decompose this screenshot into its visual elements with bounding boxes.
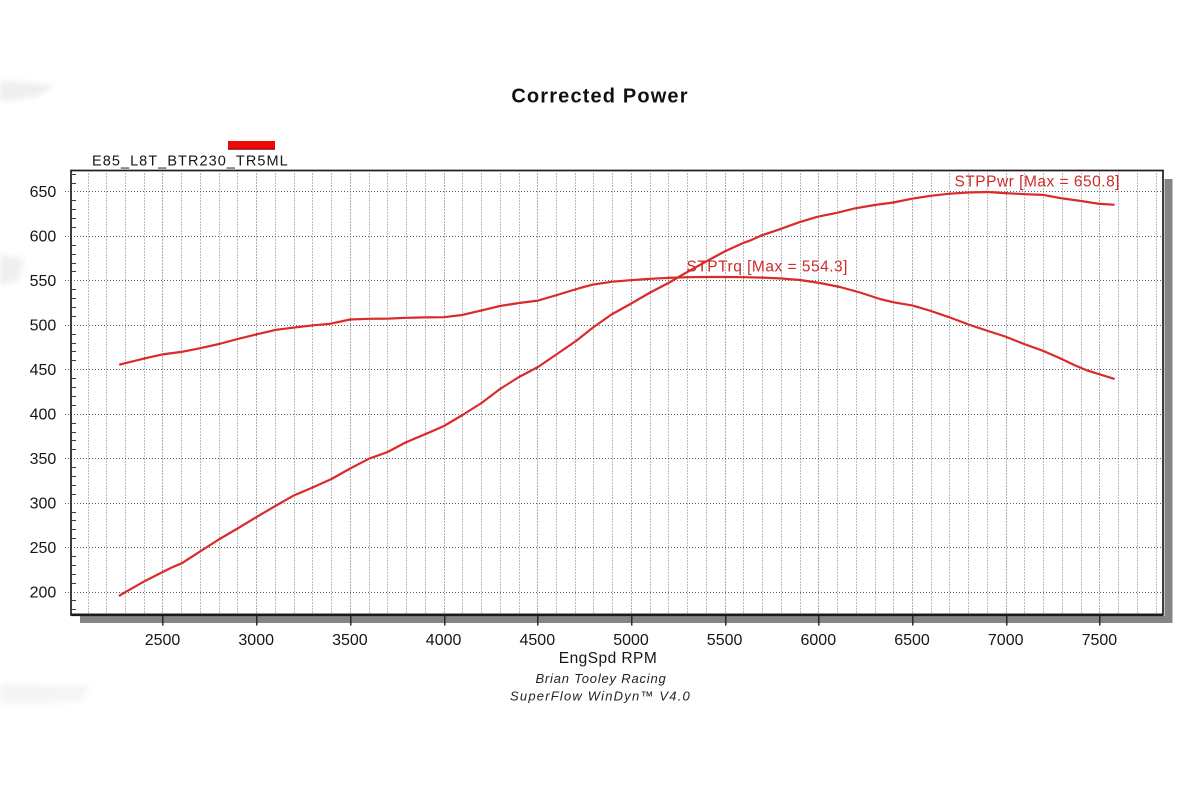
svg-text:Brian Tooley Racing: Brian Tooley Racing [535, 671, 666, 686]
svg-text:7500: 7500 [1082, 632, 1118, 649]
svg-text:4000: 4000 [426, 632, 462, 649]
svg-text:5500: 5500 [707, 632, 743, 649]
svg-text:7000: 7000 [988, 632, 1024, 649]
svg-text:300: 300 [30, 496, 57, 513]
svg-text:500: 500 [30, 318, 57, 335]
svg-text:2500: 2500 [145, 632, 181, 649]
svg-text:Corrected Power: Corrected Power [511, 86, 688, 108]
svg-text:200: 200 [30, 584, 57, 601]
svg-text:550: 550 [30, 273, 57, 290]
svg-text:6500: 6500 [894, 632, 930, 649]
svg-text:6000: 6000 [801, 632, 837, 649]
svg-text:3500: 3500 [332, 632, 368, 649]
svg-text:SuperFlow WinDyn™ V4.0: SuperFlow WinDyn™ V4.0 [510, 689, 691, 704]
svg-text:250: 250 [30, 540, 57, 557]
svg-text:4500: 4500 [520, 632, 556, 649]
svg-text:350: 350 [30, 451, 57, 468]
svg-text:3000: 3000 [238, 632, 274, 649]
svg-text:STPPwr [Max = 650.8]: STPPwr [Max = 650.8] [955, 173, 1121, 190]
svg-text:EngSpd RPM: EngSpd RPM [559, 650, 657, 667]
svg-text:400: 400 [30, 407, 57, 424]
svg-text:650: 650 [30, 184, 57, 201]
svg-text:E85_L8T_BTR230_TR5ML: E85_L8T_BTR230_TR5ML [92, 154, 289, 170]
svg-text:STPTrq [Max = 554.3]: STPTrq [Max = 554.3] [687, 259, 848, 276]
svg-text:5000: 5000 [613, 632, 649, 649]
svg-text:450: 450 [30, 362, 57, 379]
svg-text:600: 600 [30, 229, 57, 246]
